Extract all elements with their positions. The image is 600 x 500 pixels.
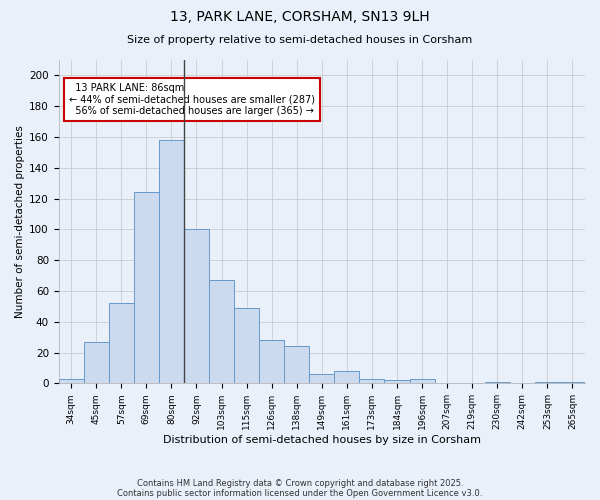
Bar — [560, 382, 585, 384]
Bar — [309, 374, 334, 384]
Bar — [535, 382, 560, 384]
Text: Contains public sector information licensed under the Open Government Licence v3: Contains public sector information licen… — [118, 488, 482, 498]
Text: 13, PARK LANE, CORSHAM, SN13 9LH: 13, PARK LANE, CORSHAM, SN13 9LH — [170, 10, 430, 24]
Bar — [134, 192, 159, 384]
Bar — [334, 371, 359, 384]
Bar — [410, 378, 434, 384]
Bar — [284, 346, 309, 384]
Bar — [259, 340, 284, 384]
Text: Contains HM Land Registry data © Crown copyright and database right 2025.: Contains HM Land Registry data © Crown c… — [137, 478, 463, 488]
Bar — [209, 280, 234, 384]
Bar — [485, 382, 510, 384]
X-axis label: Distribution of semi-detached houses by size in Corsham: Distribution of semi-detached houses by … — [163, 435, 481, 445]
Bar — [84, 342, 109, 384]
Bar — [359, 378, 385, 384]
Bar — [385, 380, 410, 384]
Text: 13 PARK LANE: 86sqm
← 44% of semi-detached houses are smaller (287)
  56% of sem: 13 PARK LANE: 86sqm ← 44% of semi-detach… — [69, 82, 315, 116]
Text: Size of property relative to semi-detached houses in Corsham: Size of property relative to semi-detach… — [127, 35, 473, 45]
Bar — [59, 378, 84, 384]
Bar — [184, 230, 209, 384]
Bar — [234, 308, 259, 384]
Y-axis label: Number of semi-detached properties: Number of semi-detached properties — [15, 125, 25, 318]
Bar — [109, 304, 134, 384]
Bar — [159, 140, 184, 384]
